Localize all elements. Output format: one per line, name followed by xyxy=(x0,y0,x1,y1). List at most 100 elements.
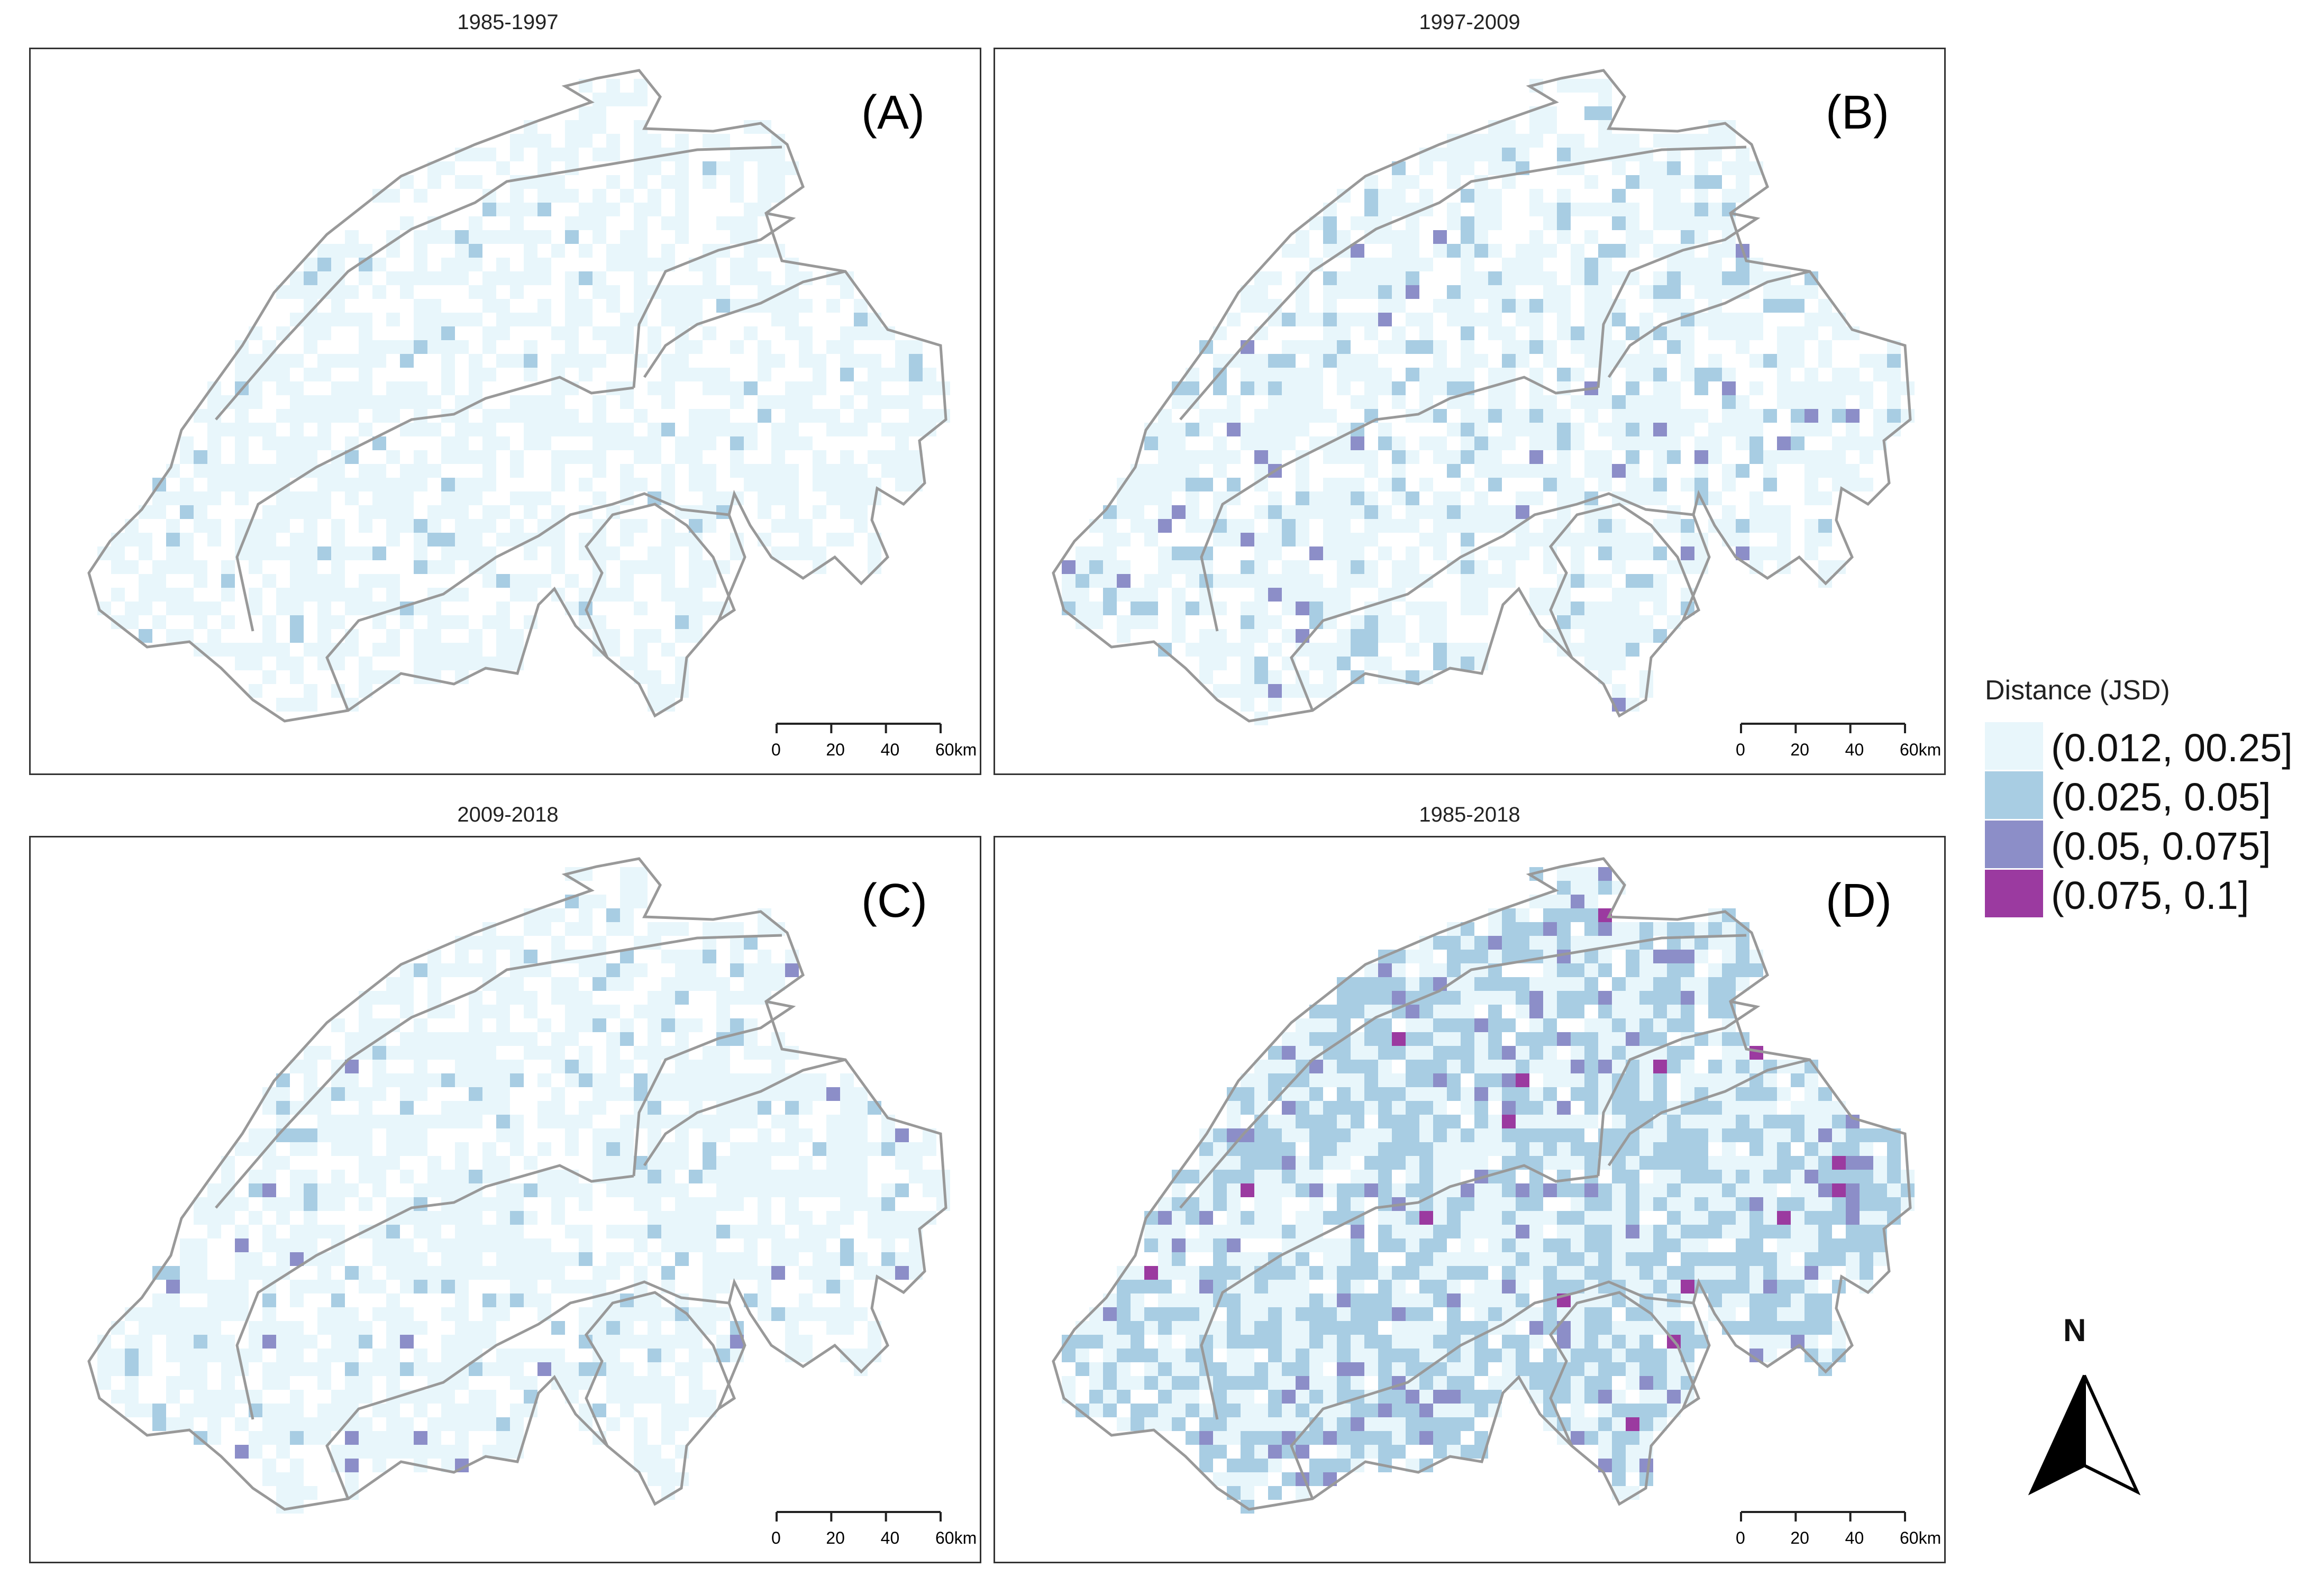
grid-cell xyxy=(799,519,813,533)
grid-cell xyxy=(482,423,496,436)
grid-cell xyxy=(868,1142,881,1156)
grid-cell xyxy=(1089,560,1103,574)
grid-cell xyxy=(427,615,441,629)
grid-cell xyxy=(510,950,524,963)
grid-cell xyxy=(427,963,441,977)
grid-cell xyxy=(868,1211,881,1225)
grid-cell xyxy=(262,1335,276,1349)
grid-cell xyxy=(386,1225,400,1238)
grid-cell xyxy=(1584,106,1598,120)
grid-cell xyxy=(1681,1128,1694,1142)
grid-cell xyxy=(1818,1156,1832,1170)
map-a: (A)0 20 40 60km xyxy=(87,69,977,759)
grid-cell xyxy=(785,1087,799,1101)
grid-cell xyxy=(166,588,180,602)
grid-cell xyxy=(854,1156,868,1170)
grid-cell xyxy=(1378,1362,1392,1376)
grid-cell xyxy=(1337,271,1351,285)
grid-cell xyxy=(1433,546,1447,560)
grid-cell xyxy=(441,313,455,326)
grid-cell xyxy=(1227,1362,1241,1376)
grid-cell xyxy=(1351,1280,1364,1293)
grid-cell xyxy=(648,1101,661,1115)
grid-cell xyxy=(1268,1073,1282,1087)
grid-cell xyxy=(675,340,689,354)
grid-cell xyxy=(1763,1349,1777,1362)
grid-cell xyxy=(331,1183,345,1197)
grid-cell xyxy=(1612,1211,1626,1225)
grid-cell xyxy=(1639,1183,1653,1197)
grid-cell xyxy=(1694,977,1708,991)
grid-cell xyxy=(1199,670,1213,684)
grid-cell xyxy=(1749,1170,1763,1183)
grid-cell xyxy=(482,1293,496,1307)
scale-tick-label: 20 xyxy=(826,740,845,759)
grid-cell xyxy=(1749,381,1763,395)
grid-cell xyxy=(1323,230,1337,244)
grid-cell xyxy=(207,1307,221,1321)
grid-cell xyxy=(703,1252,716,1266)
grid-cell xyxy=(1447,1362,1461,1376)
grid-cell xyxy=(537,436,551,450)
grid-cell xyxy=(317,629,331,643)
grid-cell xyxy=(1722,1032,1736,1046)
grid-cell xyxy=(1062,588,1076,602)
grid-cell xyxy=(1241,698,1254,712)
grid-cell xyxy=(716,1073,730,1087)
grid-cell xyxy=(1447,313,1461,326)
grid-cell xyxy=(441,436,455,450)
grid-cell xyxy=(881,450,895,464)
grid-cell xyxy=(1529,1115,1543,1128)
grid-cell xyxy=(716,1115,730,1128)
grid-cell xyxy=(441,643,455,657)
grid-cell xyxy=(1777,1225,1791,1238)
panel-letter: (C) xyxy=(861,874,927,927)
grid-cell xyxy=(1488,574,1502,588)
grid-cell xyxy=(1378,519,1392,533)
grid-cell xyxy=(1804,1128,1818,1142)
grid-cell xyxy=(1296,1280,1309,1293)
grid-cell xyxy=(1626,1349,1639,1362)
grid-cell xyxy=(1722,285,1736,299)
grid-cell xyxy=(1268,1417,1282,1431)
grid-cell xyxy=(1186,1321,1199,1335)
grid-cell xyxy=(1268,698,1282,712)
grid-cell xyxy=(1447,1404,1461,1417)
grid-cell xyxy=(648,1170,661,1183)
grid-cell xyxy=(455,1046,469,1060)
grid-cell xyxy=(579,299,593,313)
grid-cell xyxy=(730,1197,744,1211)
grid-cell xyxy=(606,381,620,395)
grid-cell xyxy=(1392,491,1406,505)
grid-cell xyxy=(1406,340,1419,354)
grid-cell xyxy=(799,1183,813,1197)
grid-cell xyxy=(1378,629,1392,643)
grid-cell xyxy=(1364,326,1378,340)
grid-cell xyxy=(1406,977,1419,991)
grid-cell xyxy=(730,271,744,285)
grid-cell xyxy=(537,574,551,588)
grid-cell xyxy=(730,161,744,175)
grid-cell xyxy=(1516,1225,1529,1238)
grid-cell xyxy=(1887,381,1901,395)
grid-cell xyxy=(716,1156,730,1170)
grid-cell xyxy=(579,1280,593,1293)
grid-cell xyxy=(1612,1018,1626,1032)
grid-cell xyxy=(427,505,441,519)
grid-cell xyxy=(1419,1376,1433,1390)
grid-cell xyxy=(1502,148,1516,161)
grid-cell xyxy=(1722,1225,1736,1238)
grid-cell xyxy=(826,1321,840,1335)
grid-cell xyxy=(1461,216,1474,230)
grid-cell xyxy=(1571,134,1584,148)
grid-cell xyxy=(262,1404,276,1417)
grid-cell xyxy=(1584,313,1598,326)
grid-cell xyxy=(703,368,716,381)
grid-cell xyxy=(1777,1128,1791,1142)
grid-cell xyxy=(1681,354,1694,368)
grid-cell xyxy=(703,977,716,991)
grid-cell xyxy=(1639,1032,1653,1046)
grid-cell xyxy=(1516,1293,1529,1307)
grid-cell xyxy=(207,436,221,450)
grid-cell xyxy=(1392,1404,1406,1417)
